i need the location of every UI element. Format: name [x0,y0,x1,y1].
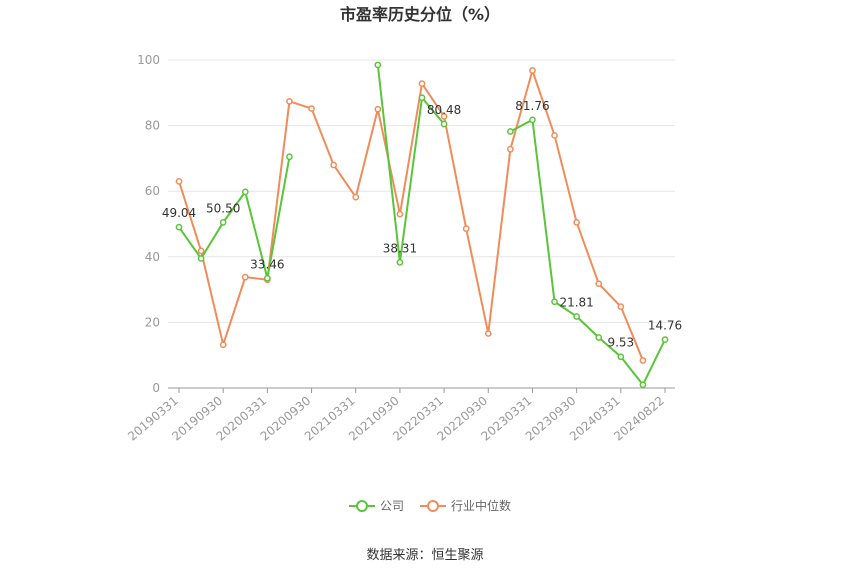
data-point [551,132,558,139]
y-tick-label: 40 [145,250,160,264]
data-point [661,336,669,343]
y-tick-label: 0 [152,381,160,395]
chart-title: 市盈率历史分位（%） [340,5,500,24]
data-point [396,258,404,266]
y-tick-label: 80 [145,119,160,133]
source-note: 数据来源：恒生聚源 [366,548,483,563]
data-point [352,193,360,201]
data-point [175,178,183,185]
series-line [509,118,666,387]
data-point [241,188,249,196]
data-point [418,94,426,102]
legend-label: 行业中位数 [451,498,511,513]
data-point [264,274,271,282]
data-point [573,219,580,226]
data-point [484,330,492,337]
data-label: 49.04 [162,206,196,220]
data-point [507,128,514,135]
legend-marker [427,500,439,512]
y-tick-label: 60 [145,184,160,198]
data-point [418,80,426,87]
data-point [440,113,448,120]
data-label: 14.76 [648,319,682,333]
data-point [396,210,404,218]
y-axis: 0 20 40 60 80 100 [137,53,160,395]
data-point [529,116,536,124]
y-tick-label: 20 [145,315,160,329]
data-point [197,255,205,262]
series-0: 49.04 50.50 33.46 38.31 80.48 81.76 21.81 9.53 1… [162,61,682,389]
data-point [617,353,625,361]
data-point [440,120,448,128]
series-group: 49.04 50.50 33.46 38.31 80.48 81.76 21.81 9.53 1… [162,61,682,389]
series-line [376,64,445,263]
data-point [197,247,205,255]
data-point [175,223,183,231]
legend[interactable]: 公司 行业中位数 [349,498,511,513]
data-label: 9.53 [607,336,634,350]
data-label: 50.50 [206,201,240,215]
data-point [374,105,382,113]
x-axis: 2019033120190930202003312020093020210331… [125,387,675,444]
legend-marker [356,500,368,512]
data-point [330,161,337,169]
data-point [573,313,580,320]
data-point [595,334,603,341]
data-point [308,105,315,112]
data-point [529,67,536,74]
data-point [286,97,293,105]
y-tick-label: 100 [137,53,160,67]
data-label: 38.31 [383,241,417,255]
data-point [219,219,227,226]
data-point [595,280,603,288]
data-point [507,145,514,153]
data-label: 81.76 [515,99,549,113]
data-label: 21.81 [559,295,593,309]
data-point [617,303,625,311]
data-point [241,273,249,281]
data-point [462,225,470,232]
data-point [219,341,227,349]
data-point [551,298,558,306]
data-point [639,381,647,389]
series-line [178,67,644,361]
series-1 [175,67,647,364]
data-point [286,153,293,161]
data-label: 33.46 [250,257,284,271]
data-point [639,357,647,364]
legend-label: 公司 [380,499,404,513]
data-point [374,61,382,69]
data-label: 80.48 [427,103,461,117]
series-line [178,156,291,279]
